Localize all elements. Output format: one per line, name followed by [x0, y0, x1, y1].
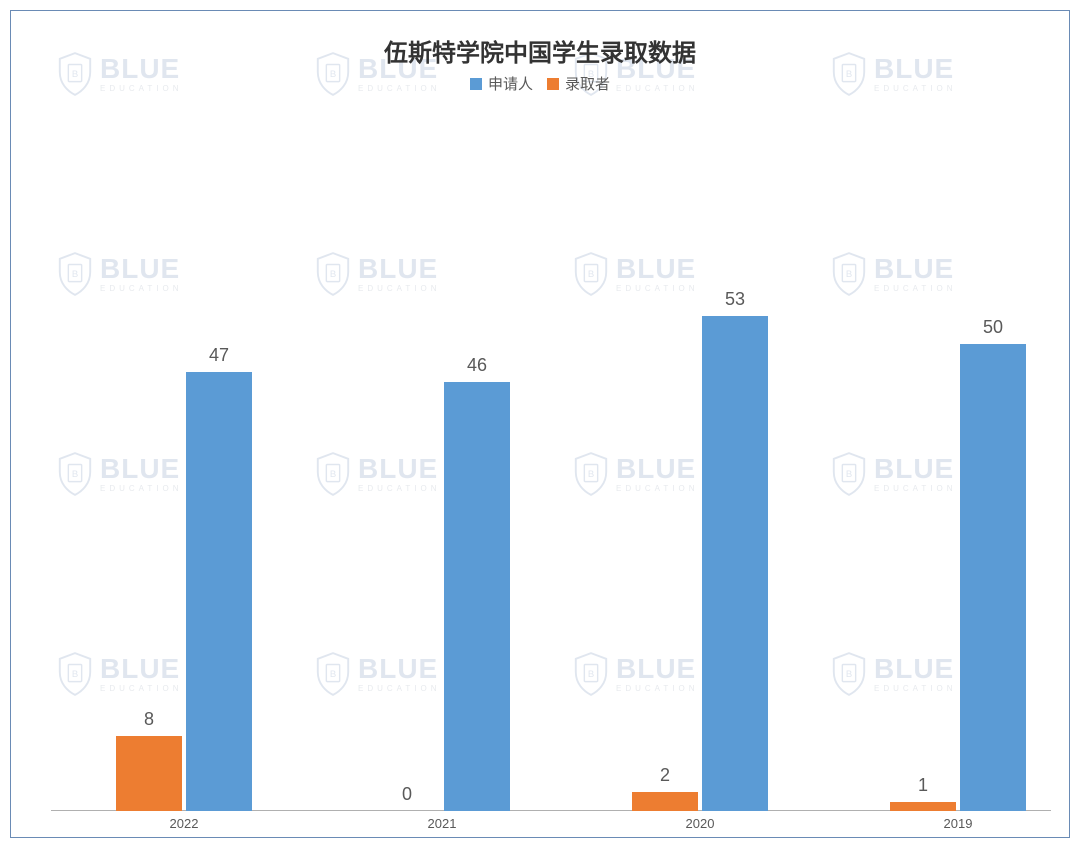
bar-value-label: 46 [467, 355, 487, 376]
legend-item: 申请人 [470, 73, 533, 94]
bar [186, 372, 252, 811]
legend-swatch [470, 78, 482, 90]
bar-value-label: 8 [144, 709, 154, 730]
bar [702, 316, 768, 811]
plot-area: 8472022046202125320201502019 [51, 111, 1051, 811]
bar-value-label: 47 [209, 345, 229, 366]
x-axis-label: 2021 [428, 816, 457, 831]
bar-value-label: 2 [660, 765, 670, 786]
x-axis-label: 2020 [686, 816, 715, 831]
legend-label: 申请人 [488, 73, 533, 94]
chart-frame: B BLUE EDUCATION B BLUE EDUCATION B BLUE… [10, 10, 1070, 838]
legend-label: 录取者 [565, 73, 610, 94]
bar [632, 792, 698, 811]
bar-value-label: 53 [725, 289, 745, 310]
legend-swatch [547, 78, 559, 90]
bar-value-label: 1 [918, 775, 928, 796]
chart-title: 伍斯特学院中国学生录取数据 [11, 33, 1069, 68]
bar-value-label: 50 [983, 317, 1003, 338]
bar [960, 344, 1026, 811]
x-axis-label: 2019 [944, 816, 973, 831]
x-axis-label: 2022 [170, 816, 199, 831]
legend: 申请人 录取者 [11, 73, 1069, 94]
bar-value-label: 0 [402, 784, 412, 805]
bar [444, 382, 510, 811]
bar [890, 802, 956, 811]
bar [116, 736, 182, 811]
legend-item: 录取者 [547, 73, 610, 94]
